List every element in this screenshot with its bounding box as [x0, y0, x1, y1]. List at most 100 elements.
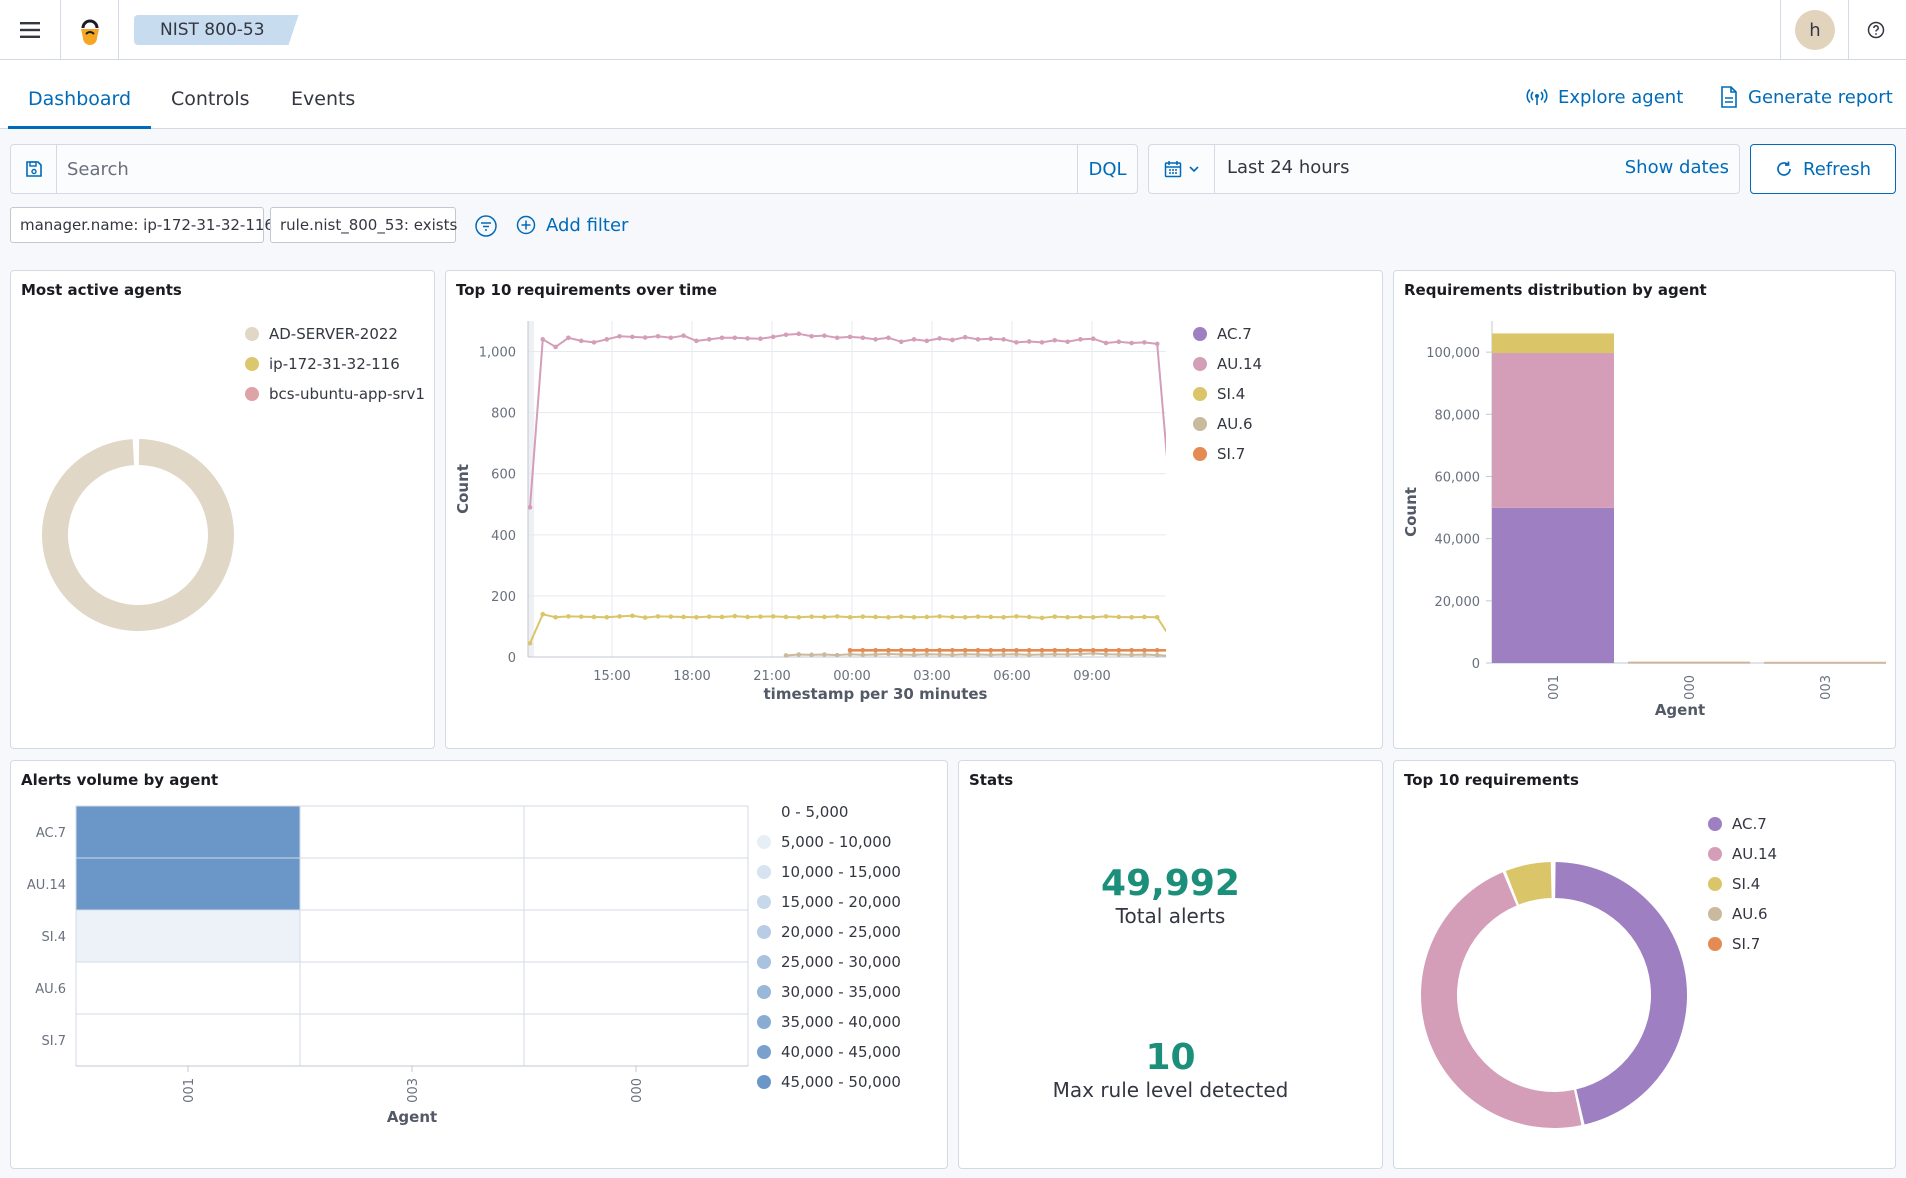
legend-item[interactable]: AU.6: [1708, 905, 1768, 923]
data-point[interactable]: [988, 647, 994, 653]
data-point[interactable]: [617, 614, 622, 619]
pie-slice[interactable]: [42, 439, 235, 631]
data-point[interactable]: [988, 652, 994, 658]
heatmap-cell[interactable]: [523, 1013, 749, 1067]
tab-dashboard[interactable]: Dashboard: [8, 60, 152, 129]
data-point[interactable]: [937, 614, 942, 619]
data-point[interactable]: [950, 652, 955, 658]
data-point[interactable]: [937, 647, 942, 653]
heatmap-cell[interactable]: [523, 961, 749, 1015]
data-point[interactable]: [694, 614, 699, 620]
data-point[interactable]: [962, 614, 968, 620]
add-filter-button[interactable]: Add filter: [516, 212, 628, 238]
data-point[interactable]: [540, 611, 546, 617]
data-point[interactable]: [617, 333, 622, 339]
data-point[interactable]: [1090, 614, 1096, 620]
data-point[interactable]: [591, 614, 597, 620]
data-point[interactable]: [758, 614, 763, 619]
heatmap-cell[interactable]: [75, 961, 301, 1015]
data-point[interactable]: [732, 335, 738, 341]
pie-slice[interactable]: [1421, 872, 1582, 1128]
data-point[interactable]: [924, 614, 930, 620]
data-point[interactable]: [1154, 647, 1160, 653]
query-language-button[interactable]: DQL: [1077, 145, 1137, 193]
legend-item[interactable]: 25,000 - 30,000: [757, 953, 901, 971]
data-point[interactable]: [822, 333, 827, 338]
data-point[interactable]: [783, 614, 789, 620]
legend-item[interactable]: ip-172-31-32-116: [245, 355, 400, 373]
data-point[interactable]: [1026, 339, 1032, 344]
data-point[interactable]: [924, 651, 930, 657]
filter-pill-manager[interactable]: manager.name: ip-172-31-32-116: [10, 207, 274, 243]
data-point[interactable]: [527, 505, 533, 510]
data-point[interactable]: [770, 614, 776, 619]
data-point[interactable]: [604, 337, 610, 342]
data-point[interactable]: [578, 614, 584, 619]
data-point[interactable]: [745, 614, 750, 620]
legend-item[interactable]: 15,000 - 20,000: [757, 893, 901, 911]
tab-events[interactable]: Events: [291, 88, 356, 110]
data-point[interactable]: [1039, 340, 1045, 345]
data-point[interactable]: [1052, 337, 1058, 343]
data-point[interactable]: [553, 344, 558, 350]
legend-item[interactable]: 5,000 - 10,000: [757, 833, 891, 851]
data-point[interactable]: [1129, 340, 1134, 346]
data-point[interactable]: [886, 647, 891, 653]
data-point[interactable]: [1026, 647, 1032, 653]
heatmap-cell[interactable]: [523, 857, 749, 911]
data-point[interactable]: [834, 652, 840, 658]
legend-item[interactable]: 20,000 - 25,000: [757, 923, 901, 941]
data-point[interactable]: [1090, 647, 1096, 653]
data-point[interactable]: [950, 647, 955, 653]
data-point[interactable]: [1078, 647, 1083, 653]
data-point[interactable]: [630, 334, 635, 340]
data-point[interactable]: [783, 653, 789, 658]
data-point[interactable]: [975, 614, 981, 619]
data-point[interactable]: [1078, 614, 1083, 620]
heatmap-cell[interactable]: [299, 1013, 525, 1067]
data-point[interactable]: [1001, 652, 1006, 657]
data-point[interactable]: [975, 647, 981, 653]
refresh-button[interactable]: Refresh: [1750, 144, 1896, 194]
data-point[interactable]: [962, 334, 968, 340]
legend-item[interactable]: 10,000 - 15,000: [757, 863, 901, 881]
legend-item[interactable]: AU.14: [1708, 845, 1777, 863]
legend-item[interactable]: bcs-ubuntu-app-srv1: [245, 385, 425, 403]
legend-item[interactable]: AU.6: [1193, 415, 1253, 433]
data-point[interactable]: [1142, 340, 1147, 345]
data-point[interactable]: [1052, 651, 1058, 657]
data-point[interactable]: [681, 333, 686, 338]
data-point[interactable]: [719, 335, 725, 341]
data-point[interactable]: [630, 613, 635, 619]
data-point[interactable]: [834, 614, 840, 619]
data-point[interactable]: [578, 338, 584, 344]
legend-item[interactable]: SI.4: [1193, 385, 1245, 403]
data-point[interactable]: [566, 614, 571, 619]
data-point[interactable]: [668, 614, 674, 619]
legend-item[interactable]: AU.14: [1193, 355, 1262, 373]
data-point[interactable]: [1142, 652, 1147, 657]
data-point[interactable]: [642, 335, 648, 340]
filter-pill-rule[interactable]: rule.nist_800_53: exists: [270, 207, 457, 243]
data-point[interactable]: [1078, 651, 1083, 657]
data-point[interactable]: [796, 614, 802, 620]
legend-item[interactable]: AC.7: [1708, 815, 1767, 833]
data-point[interactable]: [758, 336, 763, 342]
data-point[interactable]: [668, 335, 674, 341]
data-point[interactable]: [1090, 336, 1096, 342]
data-point[interactable]: [898, 647, 904, 653]
legend-item[interactable]: AD-SERVER-2022: [245, 325, 398, 343]
data-point[interactable]: [1052, 614, 1058, 619]
data-point[interactable]: [1116, 339, 1122, 345]
data-point[interactable]: [1154, 652, 1160, 658]
bar-segment[interactable]: [1492, 507, 1614, 663]
data-point[interactable]: [975, 652, 981, 657]
show-dates-link[interactable]: Show dates: [1624, 157, 1729, 178]
data-point[interactable]: [860, 647, 866, 653]
data-point[interactable]: [988, 336, 994, 342]
heatmap-cell[interactable]: [523, 909, 749, 963]
data-point[interactable]: [1116, 647, 1122, 653]
data-point[interactable]: [1039, 647, 1045, 653]
data-point[interactable]: [860, 652, 866, 658]
data-point[interactable]: [1014, 651, 1019, 657]
